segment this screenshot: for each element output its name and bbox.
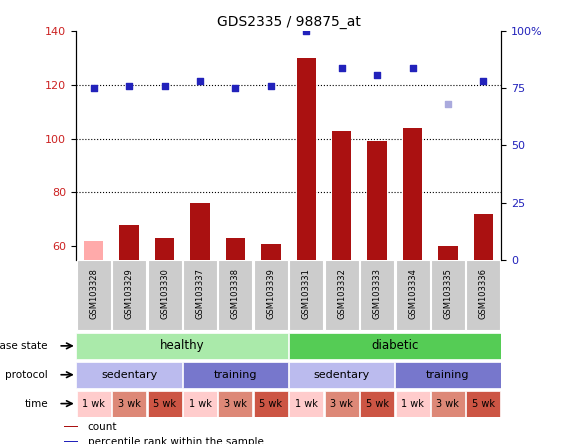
Point <box>444 101 453 108</box>
Point <box>266 83 275 90</box>
Text: sedentary: sedentary <box>101 370 157 380</box>
Text: GSM103332: GSM103332 <box>337 268 346 319</box>
Bar <box>466 391 501 416</box>
Bar <box>289 362 395 388</box>
Bar <box>77 391 111 416</box>
Bar <box>431 391 465 416</box>
Text: GSM103333: GSM103333 <box>373 268 382 319</box>
Text: GSM103328: GSM103328 <box>89 268 98 319</box>
Text: GSM103330: GSM103330 <box>160 268 169 319</box>
Text: 3 wk: 3 wk <box>330 399 353 408</box>
Point <box>302 28 311 35</box>
Bar <box>218 261 252 330</box>
Bar <box>395 362 501 388</box>
Bar <box>332 131 351 260</box>
Text: 3 wk: 3 wk <box>118 399 141 408</box>
Text: GSM103337: GSM103337 <box>195 268 204 319</box>
Bar <box>289 391 323 416</box>
Text: training: training <box>213 370 257 380</box>
Bar <box>325 391 359 416</box>
Bar <box>473 214 493 260</box>
Bar <box>297 58 316 260</box>
Text: GSM103335: GSM103335 <box>444 268 453 319</box>
Point <box>160 83 169 90</box>
Bar <box>183 261 217 330</box>
Point <box>373 71 382 78</box>
Bar <box>218 391 252 416</box>
Text: 3 wk: 3 wk <box>224 399 247 408</box>
Bar <box>64 440 78 442</box>
Bar <box>64 426 78 428</box>
Text: 3 wk: 3 wk <box>436 399 459 408</box>
Text: 5 wk: 5 wk <box>472 399 495 408</box>
Text: sedentary: sedentary <box>314 370 370 380</box>
Bar <box>396 391 430 416</box>
Text: percentile rank within the sample: percentile rank within the sample <box>88 436 263 444</box>
Text: disease state: disease state <box>0 341 48 351</box>
Bar <box>396 261 430 330</box>
Point <box>231 85 240 92</box>
Text: 1 wk: 1 wk <box>82 399 105 408</box>
Bar <box>226 238 245 260</box>
Text: protocol: protocol <box>5 370 48 380</box>
Bar <box>367 141 387 260</box>
Bar <box>438 246 458 260</box>
Text: 5 wk: 5 wk <box>153 399 176 408</box>
Bar <box>155 238 175 260</box>
Bar <box>254 391 288 416</box>
Text: GSM103331: GSM103331 <box>302 268 311 319</box>
Bar <box>77 333 288 359</box>
Text: 1 wk: 1 wk <box>401 399 424 408</box>
Text: training: training <box>426 370 470 380</box>
Point <box>124 83 133 90</box>
Bar <box>431 261 465 330</box>
Bar <box>119 225 139 260</box>
Point <box>408 64 417 71</box>
Bar <box>148 391 181 416</box>
Bar <box>84 241 104 260</box>
Bar <box>77 362 182 388</box>
Text: GSM103336: GSM103336 <box>479 268 488 319</box>
Text: 1 wk: 1 wk <box>295 399 318 408</box>
Bar <box>112 261 146 330</box>
Text: healthy: healthy <box>160 339 204 353</box>
Text: 1 wk: 1 wk <box>189 399 212 408</box>
Bar <box>254 261 288 330</box>
Text: diabetic: diabetic <box>371 339 418 353</box>
Bar <box>325 261 359 330</box>
Bar <box>403 128 422 260</box>
Text: 5 wk: 5 wk <box>260 399 282 408</box>
Bar <box>190 203 210 260</box>
Text: GSM103339: GSM103339 <box>266 268 275 319</box>
Text: GSM103334: GSM103334 <box>408 268 417 319</box>
Bar <box>289 333 501 359</box>
Bar <box>360 391 394 416</box>
Bar <box>261 244 280 260</box>
Title: GDS2335 / 98875_at: GDS2335 / 98875_at <box>217 15 360 29</box>
Bar <box>183 391 217 416</box>
Text: count: count <box>88 421 117 432</box>
Text: 5 wk: 5 wk <box>365 399 388 408</box>
Bar <box>77 261 111 330</box>
Bar <box>289 261 323 330</box>
Bar <box>182 362 288 388</box>
Bar <box>148 261 181 330</box>
Point <box>337 64 346 71</box>
Text: GSM103338: GSM103338 <box>231 268 240 319</box>
Text: GSM103329: GSM103329 <box>124 268 133 319</box>
Point <box>89 85 98 92</box>
Point <box>195 78 204 85</box>
Bar <box>360 261 394 330</box>
Point <box>479 78 488 85</box>
Bar <box>466 261 501 330</box>
Text: time: time <box>24 399 48 408</box>
Bar <box>112 391 146 416</box>
